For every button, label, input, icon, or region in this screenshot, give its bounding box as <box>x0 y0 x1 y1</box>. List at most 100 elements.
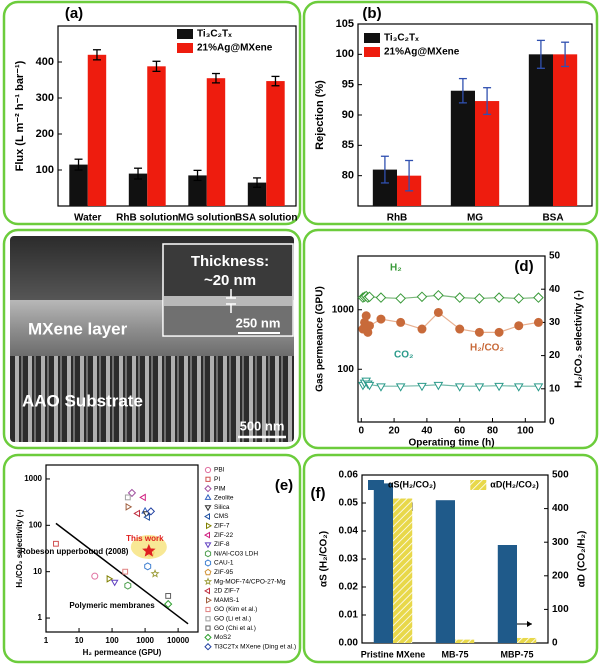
y-tick-label: 0.05 <box>339 498 359 509</box>
series-line <box>362 379 539 387</box>
series-line <box>362 294 539 300</box>
bar <box>517 637 537 643</box>
legend-swatch <box>364 33 380 43</box>
y-tick-label: 100 <box>29 520 43 529</box>
panel-border <box>302 0 599 226</box>
legend-marker <box>204 550 212 558</box>
sem-substrate <box>10 356 294 442</box>
legend-label: Ti₃C₂Tₓ <box>384 33 419 44</box>
axis-arrow-head <box>527 621 532 627</box>
y-axis-label: Rejection (%) <box>314 80 326 150</box>
point <box>417 382 427 392</box>
legend-label: ZIF-7 <box>214 523 230 530</box>
point <box>124 494 131 501</box>
bar <box>188 175 207 206</box>
panel-border <box>2 228 302 450</box>
point <box>376 383 386 392</box>
bar <box>553 54 578 207</box>
panel-border <box>302 228 599 450</box>
point <box>474 327 484 337</box>
point <box>106 575 114 583</box>
point <box>142 511 151 518</box>
y-tick-label: 0.00 <box>339 638 359 649</box>
legend-label: 2D ZIF-7 <box>214 588 240 595</box>
y-tick-label: 100 <box>336 48 354 60</box>
point <box>53 540 59 547</box>
legend-marker <box>205 476 211 482</box>
point <box>514 321 524 331</box>
legend-label: CMS <box>214 513 229 520</box>
bar <box>147 66 166 206</box>
x-tick-label: MG solution <box>178 213 236 224</box>
bar <box>266 81 285 206</box>
x-tick-label: Water <box>74 213 102 224</box>
legend-marker <box>204 568 212 576</box>
x-tick-label: BSA solution <box>235 213 297 224</box>
legend-marker <box>205 616 211 622</box>
point <box>395 383 406 392</box>
x-tick-label: MBP-75 <box>500 649 533 659</box>
point <box>364 321 374 331</box>
legend-swatch <box>368 480 384 490</box>
series-line <box>362 311 539 333</box>
y-tick-label: 1000 <box>332 304 355 315</box>
annotation: Polymeric membranes <box>69 601 155 610</box>
plot-frame <box>357 255 546 423</box>
series-label: H₂/CO₂ <box>470 343 504 354</box>
y-tick-label: 200 <box>36 128 54 140</box>
panel-label: (a) <box>65 5 83 22</box>
y2-tick-label: 10 <box>549 383 561 394</box>
y-tick-label: 300 <box>36 92 54 104</box>
upperbound-line <box>55 522 189 625</box>
point <box>396 317 406 327</box>
bar <box>455 639 475 643</box>
point <box>513 383 524 392</box>
y-tick-label: 400 <box>36 56 54 68</box>
point <box>364 291 375 303</box>
panel-border <box>302 453 599 664</box>
legend-label: CAU-1 <box>214 560 234 567</box>
legend-marker <box>204 643 212 651</box>
panel-label: (d) <box>514 258 533 275</box>
x-tick-label: Pristine MXene <box>361 649 426 659</box>
x-tick-label: 100 <box>517 426 534 437</box>
y2-tick-label: 40 <box>549 284 561 295</box>
legend-label: MAMS-1 <box>214 597 240 604</box>
x-tick-label: 40 <box>421 426 433 437</box>
y2-tick-label: 20 <box>549 350 561 361</box>
x-tick-label: BSA <box>542 213 563 224</box>
x-tick-label: RhB <box>387 213 408 224</box>
y-tick-label: 100 <box>337 364 354 375</box>
legend-label: Mg-MOF-74/CPO-27-Mg <box>214 578 286 585</box>
substrate-label: AAO Substrate <box>22 391 143 410</box>
point <box>395 293 406 304</box>
point <box>494 382 504 392</box>
y-tick-label: 90 <box>342 109 354 121</box>
y2-tick-label: 500 <box>552 470 569 481</box>
inset-value: ~20 nm <box>204 272 256 289</box>
x-tick-label: RhB solution <box>116 213 178 224</box>
legend-label: Zeolite <box>214 495 234 502</box>
x-tick-label: MG <box>467 213 483 224</box>
bar <box>393 498 413 643</box>
y2-tick-label: 50 <box>549 251 561 262</box>
y-tick-label: 10 <box>33 567 42 576</box>
panel-label: (f) <box>311 485 326 502</box>
inset-scale-label: 250 nm <box>236 315 281 330</box>
point <box>164 599 173 609</box>
legend-marker <box>204 466 212 474</box>
series-label: CO₂ <box>394 350 413 361</box>
legend-swatch <box>364 47 380 57</box>
bar <box>69 164 88 206</box>
panel-border <box>2 0 302 226</box>
legend-marker <box>204 505 212 512</box>
upperbound-label: Robeson upperbound (2008) <box>20 547 129 556</box>
y-axis-label: H₂/CO₂ selectivity (-) <box>15 509 24 588</box>
x-tick-label: 10000 <box>167 636 190 645</box>
legend-label: PIM <box>214 485 226 492</box>
point <box>91 572 99 580</box>
point <box>146 507 156 516</box>
x-tick-label: 10 <box>75 636 84 645</box>
y-axis-label: αS (H₂/CO₂) <box>319 531 330 587</box>
legend-label: αS(H₂/CO₂) <box>388 479 436 489</box>
